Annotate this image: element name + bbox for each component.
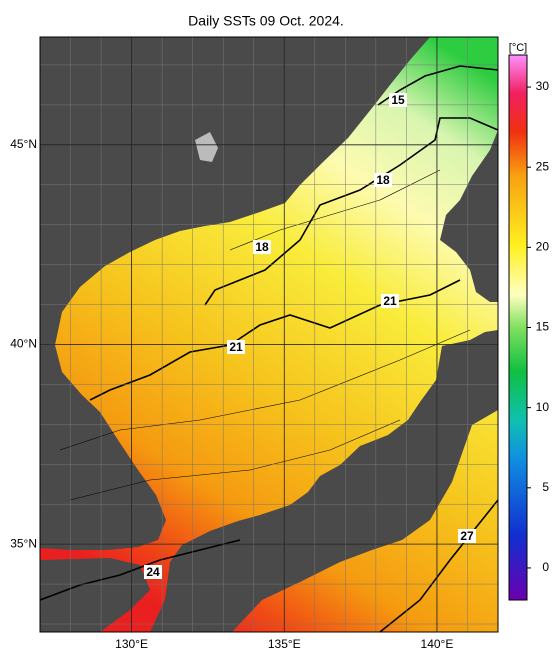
contour-label: 27 xyxy=(460,529,474,543)
land-kyushu xyxy=(175,592,238,632)
contour-label-bg xyxy=(374,173,392,187)
contour-label: 24 xyxy=(146,565,160,579)
lake xyxy=(195,132,218,162)
contour-label-bg xyxy=(227,340,245,354)
contour-label-bg xyxy=(144,565,162,579)
colorbar-tick-label: 10 xyxy=(536,400,550,414)
colorbar-tick-label: 0 xyxy=(542,560,549,574)
contour-label: 18 xyxy=(255,240,269,254)
land-korea-south xyxy=(40,558,150,632)
x-tick-label: 130°E xyxy=(115,637,148,651)
colorbar-tick-label: 20 xyxy=(536,240,550,254)
contour-label: 21 xyxy=(229,340,243,354)
land-hokkaido xyxy=(440,130,498,302)
map-area xyxy=(40,37,498,632)
colorbar-tick-label: 25 xyxy=(536,159,550,173)
title: Daily SSTs 09 Oct. 2024. xyxy=(188,13,344,29)
x-tick-label: 135°E xyxy=(268,637,301,651)
colorbar-unit: [°C] xyxy=(509,42,527,54)
colorbar-tick-label: 5 xyxy=(542,480,549,494)
contour-label-bg xyxy=(389,93,407,107)
colorbar-tick-label: 30 xyxy=(536,79,550,93)
land-asia xyxy=(40,37,430,550)
colorbar xyxy=(508,54,528,601)
land-japan xyxy=(150,330,498,632)
colorbar-tick-label: 15 xyxy=(536,320,550,334)
map-frame xyxy=(39,36,499,633)
contour-label-bg xyxy=(381,294,399,308)
x-tick-label: 140°E xyxy=(421,637,454,651)
y-tick-label: 45°N xyxy=(10,137,37,151)
graticule xyxy=(39,37,499,632)
contour-label: 18 xyxy=(376,173,390,187)
contour-label: 15 xyxy=(391,93,405,107)
y-tick-label: 35°N xyxy=(10,536,37,550)
contour-label-bg xyxy=(458,529,476,543)
contour-label-bg xyxy=(253,240,271,254)
contour-label: 21 xyxy=(383,294,397,308)
y-tick-label: 40°N xyxy=(10,337,37,351)
